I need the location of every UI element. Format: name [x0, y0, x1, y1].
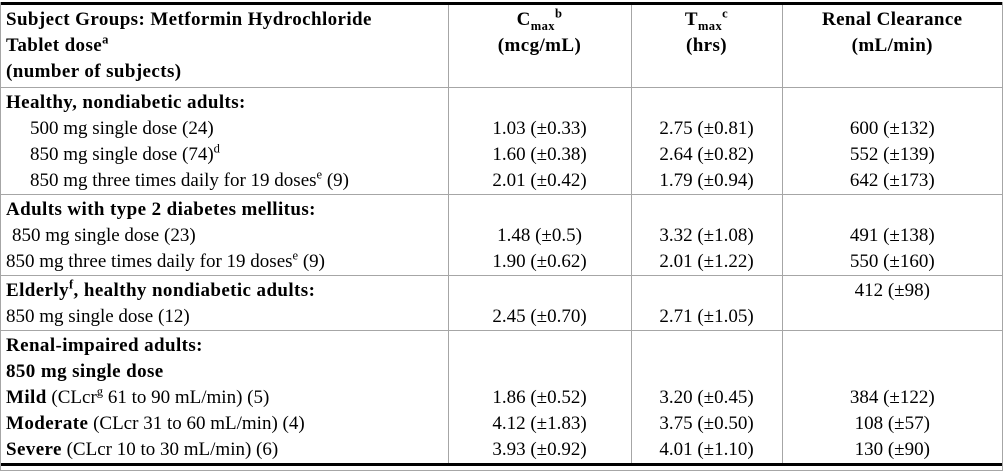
cmax-value-cell: 3.93 (±0.92)	[447, 437, 631, 465]
tmax-value-cell	[630, 359, 782, 385]
renal-clearance-value-cell	[781, 194, 1002, 223]
cmax-value-cell	[447, 87, 631, 116]
table-row: Mild (CLcrg 61 to 90 mL/min) (5) 1.86 (±0…	[1, 385, 1002, 411]
cmax-value-cell	[447, 330, 631, 359]
tmax-value-cell: 1.79 (±0.94)	[630, 168, 782, 195]
subject-group-cell: 500 mg single dose (24)	[30, 118, 214, 139]
subject-group-cell: 850 mg single dose (23)	[12, 225, 196, 246]
table-row: 850 mg three times daily for 19 dosese (…	[1, 168, 1002, 195]
cmax-value-cell	[447, 359, 631, 385]
renal-clearance-value-cell: 108 (±57)	[781, 411, 1002, 437]
footnote-marker-b: b	[554, 6, 563, 21]
header-row: Subject Groups: Metformin Hydrochloride …	[1, 3, 1002, 88]
header-subject-groups-line2: Tablet dose	[6, 35, 103, 56]
tmax-value-cell: 4.01 (±1.10)	[630, 437, 782, 465]
tmax-value-cell: 2.71 (±1.05)	[630, 304, 782, 331]
cmax-value-cell: 1.86 (±0.52)	[447, 385, 631, 411]
table-row: Severe (CLcr 10 to 30 mL/min) (6) 3.93 (±…	[1, 437, 1002, 465]
cmax-symbol: Cmaxb	[516, 6, 563, 33]
footnote-marker: d	[213, 142, 220, 156]
renal-clearance-value-cell: 130 (±90)	[781, 437, 1002, 465]
cmax-value-cell: 2.45 (±0.70)	[447, 304, 631, 331]
table-row: 850 mg three times daily for 19 dosese (…	[1, 249, 1002, 276]
footnote-marker-c: c	[722, 6, 729, 21]
tmax-value-cell: 2.64 (±0.82)	[630, 142, 782, 168]
header-cmax: Cmaxb (mcg/mL)	[447, 3, 631, 88]
renal-clearance-value-cell: 642 (±173)	[781, 168, 1002, 195]
table-row: Renal-impaired adults:	[1, 330, 1002, 359]
subject-group-cell: Adults with type 2 diabetes mellitus:	[1, 194, 448, 223]
subject-group-cell: Severe (CLcr 10 to 30 mL/min) (6)	[6, 439, 279, 460]
renal-clearance-value-cell	[781, 304, 1002, 331]
table-row: 850 mg single dose (23) 1.48 (±0.5) 3.32 (…	[1, 223, 1002, 249]
subject-group-cell: Healthy, nondiabetic adults:	[1, 87, 448, 116]
cmax-value-cell: 2.01 (±0.42)	[447, 168, 631, 195]
renal-clearance-value-cell	[781, 87, 1002, 116]
table-row: 500 mg single dose (24) 1.03 (±0.33) 2.75 …	[1, 116, 1002, 142]
table-body: Healthy, nondiabetic adults: 500 mg sing…	[1, 87, 1002, 465]
tmax-value-cell	[630, 194, 782, 223]
cmax-value-cell: 1.48 (±0.5)	[447, 223, 631, 249]
footnote-marker-a: a	[102, 32, 109, 47]
tmax-value-cell	[630, 330, 782, 359]
tmax-value-cell: 3.75 (±0.50)	[630, 411, 782, 437]
subject-group-cell: Mild (CLcrg 61 to 90 mL/min) (5)	[6, 385, 270, 408]
cmax-value-cell: 1.60 (±0.38)	[447, 142, 631, 168]
renal-clearance-value-cell	[781, 330, 1002, 359]
subject-group-cell: 850 mg three times daily for 19 dosese (…	[30, 168, 349, 191]
subject-group-cell: Renal-impaired adults:	[1, 330, 448, 359]
renal-clearance-unit: (mL/min)	[851, 35, 933, 56]
cmax-unit: (mcg/mL)	[497, 35, 582, 56]
subject-group-cell: 850 mg single dose	[6, 361, 164, 382]
renal-clearance-value-cell: 550 (±160)	[781, 249, 1002, 276]
table-row: Moderate (CLcr 31 to 60 mL/min) (4) 4.12 …	[1, 411, 1002, 437]
table-row: Adults with type 2 diabetes mellitus:	[1, 194, 1002, 223]
header-tmax: Tmaxc (hrs)	[630, 3, 782, 88]
subject-group-cell: Moderate (CLcr 31 to 60 mL/min) (4)	[6, 413, 305, 434]
tmax-value-cell: 2.75 (±0.81)	[630, 116, 782, 142]
header-subject-groups-line1: Subject Groups: Metformin Hydrochloride	[6, 9, 372, 30]
tmax-value-cell: 3.20 (±0.45)	[630, 385, 782, 411]
renal-clearance-value-cell: 552 (±139)	[781, 142, 1002, 168]
renal-clearance-value-cell: 491 (±138)	[781, 223, 1002, 249]
renal-clearance-value-cell: 412 (±98)	[781, 275, 1002, 304]
header-subject-groups-line3: (number of subjects)	[6, 61, 182, 82]
cmax-value-cell	[447, 275, 631, 304]
cmax-value-cell: 4.12 (±1.83)	[447, 411, 631, 437]
cmax-value-cell: 1.03 (±0.33)	[447, 116, 631, 142]
table-header: Subject Groups: Metformin Hydrochloride …	[1, 3, 1002, 88]
subject-group-cell: 850 mg three times daily for 19 dosese (…	[6, 249, 325, 272]
renal-clearance-label: Renal Clearance	[821, 9, 963, 30]
tmax-value-cell: 2.01 (±1.22)	[630, 249, 782, 276]
subject-group-cell: Elderlyf, healthy nondiabetic adults:	[1, 275, 448, 304]
table-row: 850 mg single dose	[1, 359, 1002, 385]
header-renal-clearance: Renal Clearance (mL/min)	[781, 3, 1002, 88]
table-row: 850 mg single dose (74)d 1.60 (±0.38) 2.64…	[1, 142, 1002, 168]
tmax-symbol: Tmaxc	[684, 6, 729, 33]
tmax-value-cell: 3.32 (±1.08)	[630, 223, 782, 249]
renal-clearance-value-cell	[781, 359, 1002, 385]
footnote-marker: g	[96, 385, 104, 399]
table-row: Healthy, nondiabetic adults:	[1, 87, 1002, 116]
table-row: 850 mg single dose (12) 2.45 (±0.70) 2.71 …	[1, 304, 1002, 331]
tmax-unit: (hrs)	[685, 35, 728, 56]
header-subject-groups: Subject Groups: Metformin Hydrochloride …	[1, 3, 448, 88]
footnote-marker: f	[68, 277, 74, 292]
footnote-marker: e	[316, 168, 323, 182]
tmax-value-cell	[630, 87, 782, 116]
tmax-value-cell	[630, 275, 782, 304]
cmax-value-cell: 1.90 (±0.62)	[447, 249, 631, 276]
subject-group-cell: 850 mg single dose (12)	[6, 306, 190, 327]
renal-clearance-value-cell: 600 (±132)	[781, 116, 1002, 142]
subject-group-cell: 850 mg single dose (74)d	[30, 142, 220, 165]
table-row: Elderlyf, healthy nondiabetic adults: 41…	[1, 275, 1002, 304]
renal-clearance-value-cell: 384 (±122)	[781, 385, 1002, 411]
footnote-marker: e	[292, 249, 299, 263]
cmax-value-cell	[447, 194, 631, 223]
